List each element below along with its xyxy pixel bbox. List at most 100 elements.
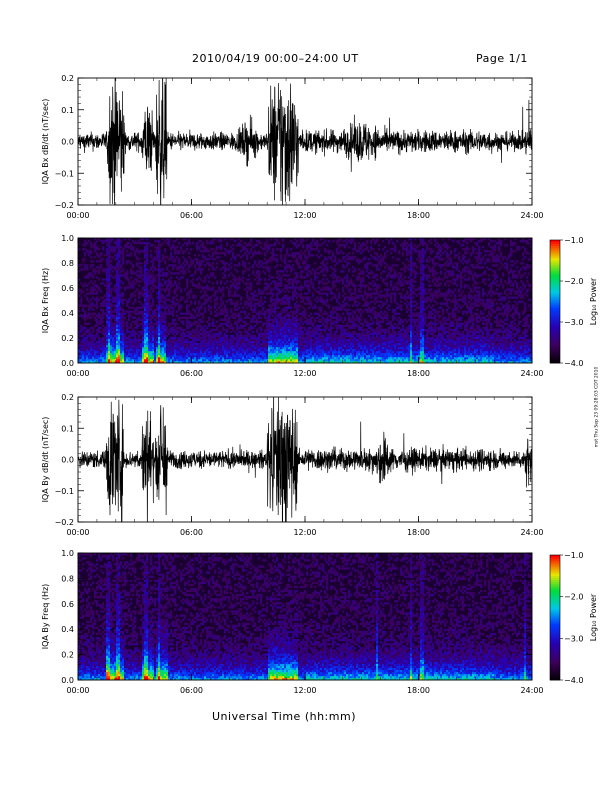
- spectrogram-cell: [86, 284, 89, 287]
- spectrogram-cell: [192, 338, 195, 342]
- spectrogram-cell: [264, 262, 267, 265]
- spectrogram-cell: [148, 350, 151, 354]
- spectrogram-cell: [100, 318, 103, 321]
- spectrogram-cell: [126, 326, 129, 330]
- spectrogram-cell: [272, 356, 275, 360]
- spectrogram-cell: [294, 238, 297, 241]
- spectrogram-cell: [208, 268, 211, 271]
- y-tick-label: −0.1: [55, 169, 74, 178]
- spectrogram-cell: [232, 294, 235, 297]
- spectrogram-cell: [204, 292, 207, 295]
- spectrogram-cell: [152, 338, 155, 342]
- spectrogram-cell: [338, 260, 341, 263]
- spectrogram-cell: [180, 348, 183, 352]
- spectrogram-cell: [274, 348, 277, 352]
- spectrogram-cell: [338, 326, 341, 330]
- spectrogram-cell: [126, 324, 129, 328]
- spectrogram-cell: [236, 340, 239, 344]
- spectrogram-cell: [310, 340, 313, 344]
- spectrogram-cell: [154, 258, 157, 261]
- spectrogram-cell: [98, 320, 101, 323]
- spectrogram-cell: [174, 248, 177, 251]
- spectrogram-cell: [158, 318, 161, 321]
- spectrogram-cell: [144, 308, 147, 311]
- spectrogram-cell: [152, 336, 155, 340]
- spectrogram-cell: [248, 262, 251, 265]
- spectrogram-cell: [206, 358, 209, 362]
- spectrogram-cell: [304, 336, 307, 340]
- spectrogram-cell: [332, 338, 335, 342]
- spectrogram-cell: [120, 258, 123, 261]
- spectrogram-cell: [100, 348, 103, 352]
- spectrogram-cell: [304, 320, 307, 323]
- spectrogram-cell: [250, 282, 253, 285]
- spectrogram-cell: [304, 256, 307, 259]
- spectrogram-cell: [86, 338, 89, 342]
- spectrogram-cell: [146, 278, 149, 281]
- spectrogram-cell: [118, 310, 121, 313]
- spectrogram-cell: [276, 260, 279, 263]
- spectrogram-cell: [338, 324, 341, 328]
- spectrogram-cell: [340, 338, 343, 342]
- spectrogram-cell: [290, 266, 293, 269]
- spectrogram-cell: [94, 338, 97, 342]
- spectrogram-cell: [250, 328, 253, 332]
- spectrogram-cell: [270, 256, 273, 259]
- spectrogram-cell: [140, 338, 143, 342]
- spectrogram-cell: [308, 288, 311, 291]
- spectrogram-cell: [234, 312, 237, 315]
- spectrogram-cell: [206, 284, 209, 287]
- spectrogram-cell: [280, 356, 283, 360]
- spectrogram-cell: [164, 330, 167, 334]
- spectrogram-cell: [324, 336, 327, 340]
- spectrogram-cell: [122, 274, 125, 277]
- spectrogram-cell: [274, 282, 277, 285]
- spectrogram-cell: [84, 282, 87, 285]
- spectrogram-cell: [180, 358, 183, 362]
- spectrogram-cell: [180, 338, 183, 342]
- spectrogram-cell: [234, 346, 237, 350]
- spectrogram-cell: [180, 246, 183, 249]
- spectrogram-cell: [248, 298, 251, 301]
- spectrogram-cell: [88, 344, 91, 348]
- spectrogram-cell: [304, 340, 307, 344]
- spectrogram-cell: [268, 330, 271, 334]
- spectrogram-cell: [126, 246, 129, 249]
- spectrogram-cell: [296, 352, 299, 356]
- spectrogram-cell: [220, 338, 223, 342]
- spectrogram-cell: [176, 356, 179, 360]
- spectrogram-cell: [274, 254, 277, 257]
- spectrogram-cell: [208, 308, 211, 311]
- spectrogram-cell: [186, 322, 189, 325]
- spectrogram-cell: [204, 352, 207, 356]
- spectrogram-cell: [156, 340, 159, 344]
- spectrogram-cell: [166, 346, 169, 350]
- spectrogram-cell: [162, 268, 165, 271]
- spectrogram-cell: [136, 360, 139, 364]
- spectrogram-cell: [106, 288, 109, 291]
- spectrogram-cell: [198, 284, 201, 287]
- spectrogram-cell: [184, 238, 187, 241]
- spectrogram-cell: [80, 290, 83, 293]
- spectrogram-cell: [112, 338, 115, 342]
- spectrogram-cell: [208, 242, 211, 245]
- spectrogram-cell: [284, 336, 287, 340]
- spectrogram-cell: [152, 334, 155, 338]
- spectrogram-cell: [166, 288, 169, 291]
- spectrogram-cell: [158, 266, 161, 269]
- spectrogram-cell: [80, 304, 83, 307]
- spectrogram-cell: [152, 352, 155, 356]
- spectrogram-cell: [144, 280, 147, 283]
- spectrogram-cell: [300, 258, 303, 261]
- spectrogram-cell: [162, 312, 165, 315]
- spectrogram-cell: [252, 350, 255, 354]
- spectrogram-cell: [126, 310, 129, 313]
- spectrogram-cell: [340, 354, 343, 358]
- spectrogram-cell: [176, 294, 179, 297]
- spectrogram-cell: [258, 316, 261, 319]
- spectrogram-cell: [110, 330, 113, 334]
- spectrogram-cell: [262, 334, 265, 338]
- spectrogram-cell: [114, 284, 117, 287]
- spectrogram-cell: [176, 330, 179, 334]
- spectrogram-cell: [310, 326, 313, 330]
